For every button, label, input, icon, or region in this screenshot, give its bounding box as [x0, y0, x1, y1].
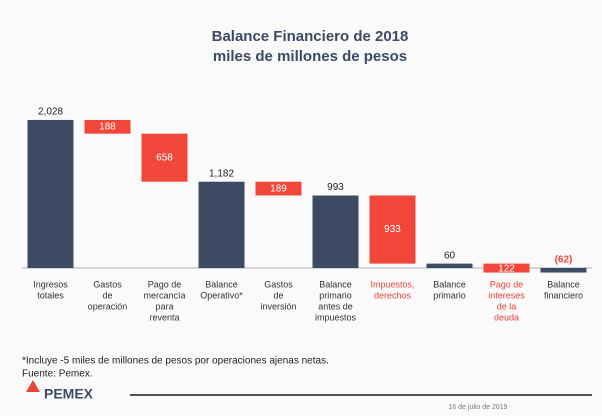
x-tick-label: mercancía — [143, 290, 185, 300]
x-tick-label: de — [273, 290, 283, 300]
bar — [540, 268, 587, 273]
x-tick-label: primario — [319, 290, 352, 300]
x-tick-label: para — [155, 301, 173, 311]
x-tick-label: Balance — [205, 279, 238, 289]
value-label: 122 — [498, 263, 515, 274]
x-tick-label: Pago de — [490, 279, 524, 289]
x-tick-label: Balance — [547, 279, 580, 289]
x-tick-label: de la — [497, 301, 517, 311]
bar — [312, 195, 359, 268]
x-tick-label: inversión — [260, 301, 296, 311]
x-tick-label: impuestos — [315, 312, 357, 322]
chart-subtitle: miles de millones de pesos — [213, 48, 407, 65]
x-tick-label: Impuestos, — [370, 279, 414, 289]
x-tick-label: antes de — [318, 301, 353, 311]
x-tick-label: totales — [37, 290, 64, 300]
bar — [255, 181, 302, 196]
bar — [369, 195, 416, 264]
footnote: *Incluye -5 miles de millones de pesos p… — [22, 356, 329, 367]
bar — [27, 119, 74, 269]
bar — [483, 263, 530, 273]
logo: PEMEX — [44, 386, 94, 402]
value-label: 188 — [99, 121, 116, 132]
value-label: 189 — [270, 183, 287, 194]
x-tick-label: Pago de — [148, 279, 182, 289]
source: Fuente: Pemex. — [22, 369, 93, 380]
value-label: (62) — [555, 255, 573, 266]
value-label: 2,028 — [38, 107, 63, 118]
x-tick-label: operación — [88, 301, 128, 311]
date: 16 de julio de 2019 — [448, 404, 507, 411]
x-tick-label: Ingresos — [33, 279, 68, 289]
bar — [141, 133, 188, 182]
x-tick-label: intereses — [488, 290, 525, 300]
x-tick-label: de — [102, 290, 112, 300]
bar — [84, 119, 131, 134]
value-label: 993 — [327, 182, 344, 193]
x-tick-label: primario — [433, 290, 466, 300]
chart-title: Balance Financiero de 2018 — [212, 28, 409, 45]
x-tick-label: financiero — [544, 290, 583, 300]
value-label: 1,182 — [209, 168, 234, 179]
bar — [426, 263, 473, 268]
x-tick-label: derechos — [374, 290, 412, 300]
x-tick-label: Operativo* — [200, 290, 243, 300]
x-tick-label: Gastos — [93, 279, 122, 289]
x-tick-label: Balance — [319, 279, 352, 289]
x-tick-label: deuda — [494, 312, 519, 322]
bar — [198, 181, 245, 268]
x-tick-label: Gastos — [264, 279, 293, 289]
value-label: 658 — [156, 152, 173, 163]
x-tick-label: Balance — [433, 279, 466, 289]
logo-icon — [26, 380, 40, 392]
x-tick-label: reventa — [149, 312, 179, 322]
value-label: 933 — [384, 224, 401, 235]
value-label: 60 — [444, 250, 456, 261]
